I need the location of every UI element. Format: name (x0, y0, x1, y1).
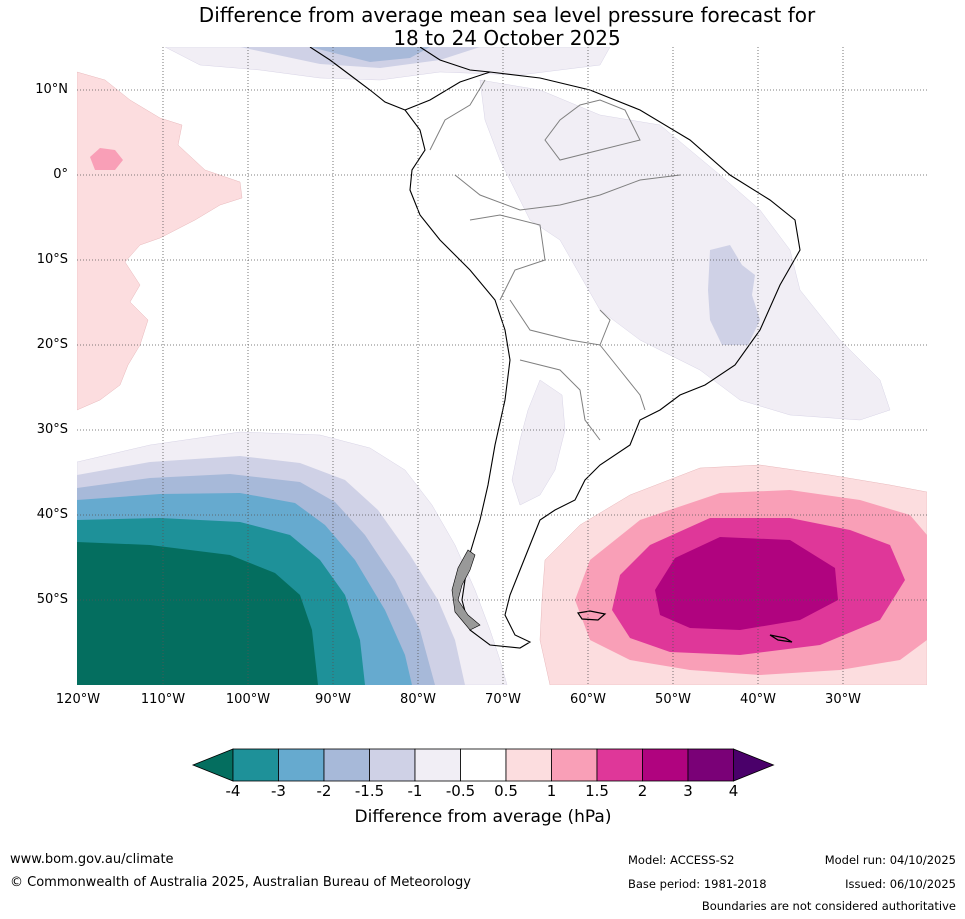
south-georgia (769, 634, 793, 643)
colorbar-tick: 4 (728, 782, 739, 800)
colorbar-tick: -0.5 (445, 782, 476, 800)
lon-label-90w: 90°W (315, 692, 351, 707)
lat-label-40s: 40°S (36, 507, 68, 522)
colorbar-tick: 3 (683, 782, 693, 800)
lat-label-10s: 10°S (36, 252, 68, 267)
colorbar-bin (642, 748, 689, 782)
lat-label-10n: 10°N (35, 82, 68, 97)
colorbar-bin (232, 748, 279, 782)
colorbar-tick: 0.5 (494, 782, 518, 800)
lon-label-120w: 120°W (55, 692, 101, 707)
colorbar-bin (369, 748, 416, 782)
title-line-2: 18 to 24 October 2025 (393, 26, 621, 50)
website-link[interactable]: www.bom.gov.au/climate (10, 852, 174, 867)
colorbar-tick: -1 (407, 782, 423, 800)
graticule (77, 47, 927, 685)
colorbar-tick: -4 (225, 782, 241, 800)
anomaly-argentina-negative (511, 379, 566, 506)
lon-label-30w: 30°W (825, 692, 861, 707)
colorbar-tick: 1 (546, 782, 557, 800)
anomaly-brazil-negative (479, 79, 891, 421)
issued-date: Issued: 06/10/2025 (845, 877, 956, 891)
lon-label-50w: 50°W (655, 692, 691, 707)
lon-label-100w: 100°W (225, 692, 271, 707)
colorbar-bin (687, 748, 734, 782)
map-title: Difference from average mean sea level p… (0, 4, 965, 50)
colorbar-label: Difference from average (hPa) (354, 807, 612, 827)
colorbar-bin (551, 748, 598, 782)
anomaly-pacific-positive-core (90, 148, 123, 170)
colorbar-bin (414, 748, 461, 782)
south-america-coastline (404, 71, 801, 649)
country-borders (429, 79, 681, 441)
colorbar-tick: 1.5 (585, 782, 609, 800)
colorbar-bin (323, 748, 370, 782)
lon-label-80w: 80°W (400, 692, 436, 707)
lat-label-0: 0° (53, 167, 68, 182)
colorbar-bin (505, 748, 552, 782)
anomaly-atlantic-positive-2 (655, 537, 838, 630)
base-period: Base period: 1981-2018 (628, 877, 767, 891)
anomaly-brazil-negative-core (708, 245, 760, 345)
lon-label-70w: 70°W (485, 692, 521, 707)
lat-label-50s: 50°S (36, 592, 68, 607)
central-america-coastline (309, 47, 491, 111)
patagonia-archipelago (451, 549, 481, 631)
boundaries-disclaimer: Boundaries are not considered authoritat… (701, 899, 956, 913)
lon-label-60w: 60°W (570, 692, 606, 707)
lon-label-40w: 40°W (740, 692, 776, 707)
colorbar-tick: 2 (637, 782, 648, 800)
title-line-1: Difference from average mean sea level p… (198, 3, 816, 27)
colorbar-tick: -2 (316, 782, 332, 800)
colorbar-tick: -3 (271, 782, 286, 800)
model-name: Model: ACCESS-S2 (628, 853, 735, 867)
colorbar-tick: -1.5 (354, 782, 385, 800)
colorbar-arrow-max (733, 748, 775, 782)
anomaly-pacific-negative-4 (77, 542, 318, 685)
lat-label-30s: 30°S (36, 422, 68, 437)
colorbar-bin (278, 748, 325, 782)
copyright-text: © Commonwealth of Australia 2025, Austra… (10, 875, 471, 890)
colorbar-bin (596, 748, 643, 782)
lat-label-20s: 20°S (36, 337, 68, 352)
lon-label-110w: 110°W (140, 692, 186, 707)
colorbar-arrow-min (191, 748, 234, 782)
model-run: Model run: 04/10/2025 (824, 853, 956, 867)
colorbar-bins (232, 748, 734, 782)
colorbar-bin (460, 748, 507, 782)
anomaly-shading (77, 47, 927, 685)
anomaly-caribbean-negative-inner (310, 47, 430, 62)
